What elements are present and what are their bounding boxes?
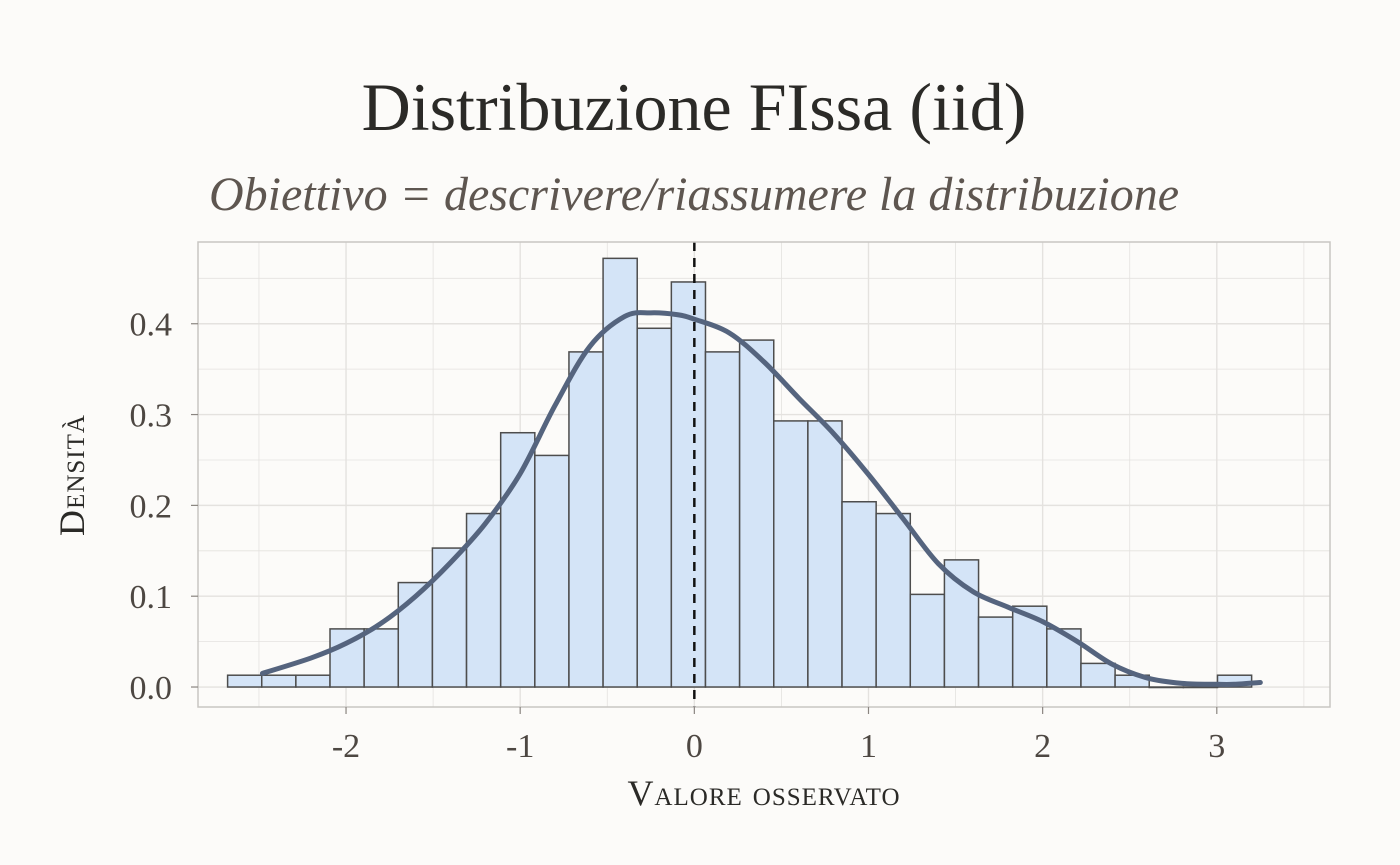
x-tick-label-4: 2	[1034, 728, 1051, 765]
histogram-bar-15	[738, 339, 775, 688]
histogram-bar-24	[1046, 628, 1082, 688]
histogram-bar-19	[875, 512, 912, 688]
x-axis-label: Valore osservato	[627, 773, 900, 813]
x-tick-label-5: 3	[1208, 728, 1225, 765]
histogram-bar-21	[943, 559, 980, 688]
x-tick-label-0: -2	[332, 728, 360, 765]
y-axis-ticks: 0.0 0.1 0.2 0.3 0.4	[130, 307, 198, 707]
histogram-bar-28	[1182, 686, 1219, 689]
histogram-bar-18	[841, 500, 877, 688]
x-tick-label-2: 0	[686, 728, 703, 765]
histogram-bar-8	[499, 431, 536, 688]
histogram-bar-5	[397, 581, 434, 688]
histogram-bar-25	[1080, 662, 1116, 688]
histogram-bar-20	[909, 593, 946, 688]
x-tick-label-1: -1	[506, 728, 534, 765]
y-tick-label-4: 0.4	[130, 307, 173, 344]
chart-subtitle: Obiettivo = descrivere/riassumere la dis…	[209, 168, 1179, 221]
histogram-bar-14	[704, 351, 741, 688]
histogram-bar-0	[226, 674, 263, 688]
x-axis-ticks: -2 -1 0 1 2 3	[332, 707, 1225, 765]
y-tick-label-2: 0.2	[130, 488, 173, 525]
histogram-bar-13	[670, 281, 707, 688]
y-axis-label: Densità	[52, 414, 92, 536]
histogram-bar-1	[260, 674, 297, 688]
histogram-bar-11	[602, 257, 638, 688]
y-tick-label-1: 0.1	[130, 579, 173, 616]
histogram-bars	[226, 257, 1253, 689]
density-curve	[259, 310, 1263, 687]
histogram-bar-22	[977, 616, 1014, 688]
y-tick-label-0: 0.0	[130, 670, 173, 707]
histogram-bar-9	[534, 454, 570, 688]
panel-border	[197, 241, 1331, 708]
histogram-bar-16	[773, 420, 809, 688]
y-tick-label-3: 0.3	[130, 398, 173, 435]
histogram-bar-4	[363, 628, 400, 688]
histogram-bar-6	[431, 547, 468, 688]
histogram-bar-10	[568, 351, 604, 688]
histogram-bar-12	[636, 327, 673, 688]
histogram-bar-2	[295, 674, 331, 688]
histogram-bar-27	[1148, 686, 1185, 689]
chart-title: Distribuzione FIssa (iid)	[362, 69, 1027, 145]
histogram-bar-17	[807, 420, 843, 688]
x-tick-label-3: 1	[860, 728, 877, 765]
